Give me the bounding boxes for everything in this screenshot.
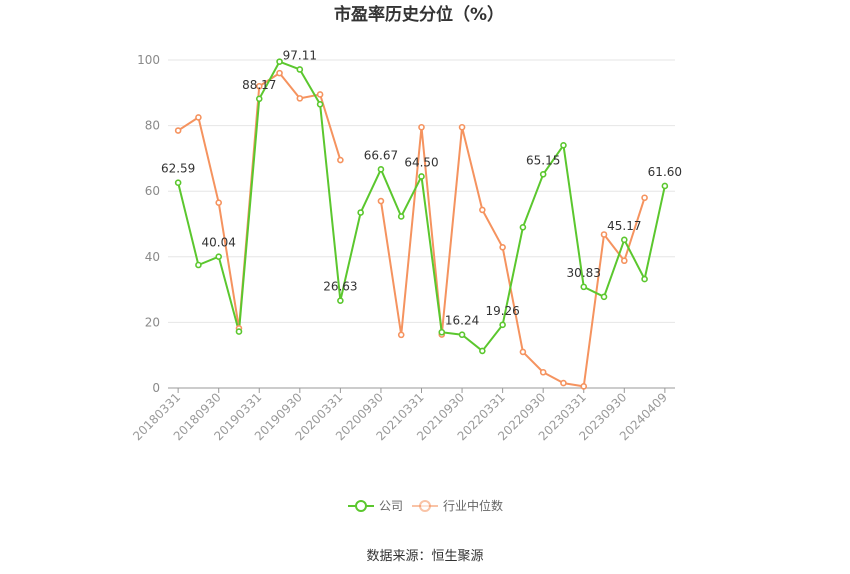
y-tick-label: 80 — [145, 119, 160, 133]
data-point-industry — [600, 231, 608, 238]
data-point-company — [337, 297, 344, 304]
data-point-company — [316, 100, 324, 108]
legend-marker-company — [355, 500, 367, 512]
legend[interactable]: 公司 行业中位数 — [348, 498, 503, 513]
data-point-company — [641, 275, 648, 283]
chart-title: 市盈率历史分位（%） — [334, 4, 504, 25]
data-point-industry — [195, 114, 202, 121]
data-point-industry — [580, 383, 588, 390]
data-point-industry — [479, 206, 486, 214]
data-point-company — [458, 331, 466, 339]
data-point-company — [215, 253, 222, 260]
data-point-company — [479, 347, 486, 355]
y-tick-label: 60 — [145, 184, 160, 198]
data-label-company: 61.60 — [648, 165, 682, 179]
data-label-company: 97.11 — [283, 48, 317, 62]
data-point-company — [600, 293, 608, 301]
y-tick-label: 0 — [152, 381, 160, 395]
data-point-company — [195, 261, 202, 269]
data-label-company: 64.50 — [404, 155, 438, 169]
data-point-company — [357, 209, 364, 216]
data-point-industry — [337, 156, 344, 164]
data-point-company — [296, 66, 304, 73]
data-point-industry — [620, 257, 628, 265]
y-tick-label: 100 — [137, 53, 160, 67]
data-point-company — [255, 95, 263, 103]
data-point-industry — [539, 368, 547, 376]
data-point-company — [174, 179, 182, 187]
data-point-company — [377, 166, 385, 173]
data-point-industry — [174, 127, 182, 134]
data-point-industry — [276, 69, 283, 77]
data-point-industry — [560, 379, 567, 387]
data-label-company: 88.17 — [242, 78, 276, 92]
data-point-industry — [397, 331, 405, 339]
data-label-company: 30.83 — [567, 266, 601, 280]
data-point-company — [539, 171, 547, 178]
data-point-company — [560, 141, 567, 149]
data-point-company — [397, 213, 405, 220]
grid-lines — [168, 59, 675, 323]
legend-label-industry: 行业中位数 — [443, 498, 503, 513]
data-point-industry — [255, 82, 263, 90]
data-label-company: 65.15 — [526, 153, 560, 167]
data-point-company — [438, 328, 446, 336]
x-axis: 2018033120180930201903312019093020200331… — [130, 387, 675, 443]
legend-label-company: 公司 — [379, 499, 403, 513]
data-point-industry — [377, 197, 385, 205]
data-labels: 62.59 40.04 88.17 97.11 26.63 66.67 64.50 16.24… — [161, 48, 682, 327]
y-axis: 0 20 40 60 80 100 — [137, 53, 160, 395]
legend-item-company[interactable]: 公司 — [348, 499, 403, 513]
data-point-company — [276, 58, 283, 65]
data-label-company: 45.17 — [607, 219, 641, 233]
data-point-industry — [641, 194, 648, 202]
data-label-company: 40.04 — [202, 236, 236, 250]
data-point-company — [519, 223, 527, 231]
data-label-company: 19.26 — [485, 304, 519, 318]
data-point-industry — [418, 123, 425, 131]
data-point-company — [418, 173, 425, 180]
data-point-industry — [296, 95, 304, 102]
data-point-industry — [458, 123, 466, 131]
data-point-company — [620, 236, 628, 244]
data-point-company — [235, 328, 243, 335]
y-tick-label: 40 — [145, 250, 160, 264]
data-point-industry — [316, 91, 324, 98]
data-point-industry — [215, 199, 222, 206]
series-lines — [177, 60, 666, 388]
data-point-company — [580, 283, 588, 291]
data-point-industry — [499, 243, 506, 251]
y-tick-label: 20 — [145, 315, 160, 329]
data-point-company — [661, 182, 669, 190]
series-line-company — [177, 60, 666, 352]
data-label-company: 62.59 — [161, 162, 195, 176]
data-point-company — [499, 321, 506, 329]
data-point-industry — [519, 348, 527, 356]
legend-marker-industry — [419, 500, 431, 512]
data-label-company: 16.24 — [445, 314, 479, 328]
data-label-company: 66.67 — [364, 148, 398, 162]
data-source: 数据来源：恒生聚源 — [366, 549, 483, 564]
legend-item-industry[interactable]: 行业中位数 — [412, 498, 503, 513]
series-points — [174, 58, 669, 390]
data-label-company: 26.63 — [323, 280, 357, 294]
